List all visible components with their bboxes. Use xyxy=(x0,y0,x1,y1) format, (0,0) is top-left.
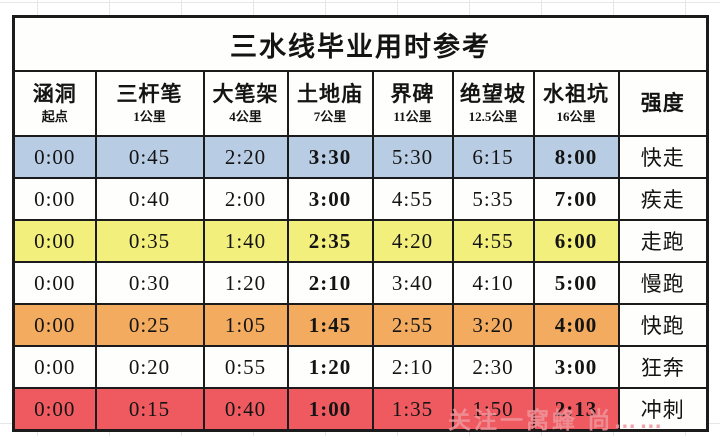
col-name: 水祖坑 xyxy=(543,82,609,106)
time-cell: 0:40 xyxy=(202,387,289,432)
page-title: 三水线毕业用时参考 xyxy=(12,15,709,72)
col-header-handong: 涵洞 起点 xyxy=(12,70,97,137)
col-distance: 16公里 xyxy=(556,108,596,124)
time-cell: 0:25 xyxy=(94,303,205,347)
time-cell: 0:20 xyxy=(94,345,205,389)
time-table-body: 0:00 0:45 2:20 3:30 5:30 6:15 8:00 快走 0:00 0:40 2:… xyxy=(12,135,709,432)
time-cell: 0:40 xyxy=(94,177,205,221)
col-name: 三杆笔 xyxy=(116,82,183,106)
time-cell: 0:00 xyxy=(12,303,97,347)
pace-time-table: 三水线毕业用时参考 涵洞 起点 三杆笔 1公里 大笔架 4公里 土地庙 7公里 xyxy=(12,15,709,432)
strength-cell: 疾走 xyxy=(617,177,709,221)
time-cell: 4:55 xyxy=(451,219,535,263)
time-cell: 4:00 xyxy=(532,303,620,347)
col-name: 绝望坡 xyxy=(460,82,526,106)
time-cell: 2:30 xyxy=(451,345,535,389)
time-cell: 1:20 xyxy=(286,345,374,389)
col-header-jiebei: 界碑 11公里 xyxy=(371,70,454,137)
time-cell: 5:30 xyxy=(371,135,454,179)
col-distance: 起点 xyxy=(41,108,68,124)
time-cell: 2:10 xyxy=(286,261,374,305)
col-header-tudimiao: 土地庙 7公里 xyxy=(286,70,374,137)
time-cell: 0:45 xyxy=(94,135,205,179)
col-distance: 1公里 xyxy=(133,108,166,124)
col-name: 强度 xyxy=(640,91,685,115)
time-cell: 7:00 xyxy=(532,177,620,221)
col-name: 大笔架 xyxy=(212,82,279,106)
time-cell: 3:20 xyxy=(451,303,535,347)
col-header-dabijia: 大笔架 4公里 xyxy=(202,70,289,137)
time-cell: 3:40 xyxy=(371,261,454,305)
table-row: 0:00 0:45 2:20 3:30 5:30 6:15 8:00 快走 xyxy=(12,135,709,179)
col-distance: 11公里 xyxy=(393,108,432,124)
time-cell: 1:45 xyxy=(286,303,374,347)
col-header-shuizukeng: 水祖坑 16公里 xyxy=(532,70,620,137)
strength-cell: 狂奔 xyxy=(617,345,709,389)
time-cell: 2:35 xyxy=(286,219,374,263)
col-distance: 4公里 xyxy=(229,108,262,124)
col-name: 涵洞 xyxy=(32,82,77,106)
table-row: 0:00 0:25 1:05 1:45 2:55 3:20 4:00 快跑 xyxy=(12,303,709,347)
time-cell: 1:05 xyxy=(202,303,289,347)
time-cell: 1:00 xyxy=(286,387,374,432)
time-table: 三水线毕业用时参考 涵洞 起点 三杆笔 1公里 大笔架 4公里 土地庙 7公里 xyxy=(12,15,709,432)
time-cell: 0:35 xyxy=(94,219,205,263)
time-cell: 0:00 xyxy=(12,387,97,432)
time-cell: 4:10 xyxy=(451,261,535,305)
time-cell: 3:00 xyxy=(286,177,374,221)
time-cell: 6:15 xyxy=(451,135,535,179)
time-cell: 1:40 xyxy=(202,219,289,263)
time-cell: 2:00 xyxy=(202,177,289,221)
col-distance: 12.5公里 xyxy=(468,108,518,124)
time-cell: 3:30 xyxy=(286,135,374,179)
time-cell: 0:30 xyxy=(94,261,205,305)
time-cell: 0:00 xyxy=(12,219,97,263)
table-row: 0:00 0:20 0:55 1:20 2:10 2:30 3:00 狂奔 xyxy=(12,345,709,389)
strength-cell: 走跑 xyxy=(617,219,709,263)
table-header-row: 涵洞 起点 三杆笔 1公里 大笔架 4公里 土地庙 7公里 界碑 11公里 xyxy=(12,70,709,137)
time-cell: 0:00 xyxy=(12,177,97,221)
time-cell: 0:00 xyxy=(12,135,97,179)
time-cell: 4:20 xyxy=(371,219,454,263)
col-header-juewangpo: 绝望坡 12.5公里 xyxy=(451,70,535,137)
col-header-qiangdu: 强度 xyxy=(617,70,709,137)
col-name: 土地庙 xyxy=(297,82,363,106)
time-cell: 8:00 xyxy=(532,135,620,179)
table-row: 0:00 0:40 2:00 3:00 4:55 5:35 7:00 疾走 xyxy=(12,177,709,221)
time-cell: 0:00 xyxy=(12,345,97,389)
strength-cell: 快走 xyxy=(617,135,709,179)
strength-cell: 冲刺 xyxy=(617,387,709,432)
time-cell: 2:20 xyxy=(202,135,289,179)
time-cell: 2:10 xyxy=(371,345,454,389)
time-cell: 1:35 xyxy=(371,387,454,432)
col-distance: 7公里 xyxy=(313,108,347,124)
table-row: 0:00 0:15 0:40 1:00 1:35 1:50 2:13 冲刺 xyxy=(12,387,709,432)
table-row: 0:00 0:30 1:20 2:10 3:40 4:10 5:00 慢跑 xyxy=(12,261,709,305)
time-cell: 0:55 xyxy=(202,345,289,389)
time-cell: 3:00 xyxy=(532,345,620,389)
time-cell: 0:00 xyxy=(12,261,97,305)
table-title-row: 三水线毕业用时参考 xyxy=(12,15,709,72)
time-cell: 6:00 xyxy=(532,219,620,263)
col-header-sanganbi: 三杆笔 1公里 xyxy=(94,70,205,137)
time-cell: 1:20 xyxy=(202,261,289,305)
time-cell: 1:50 xyxy=(451,387,535,432)
time-cell: 2:55 xyxy=(371,303,454,347)
table-row: 0:00 0:35 1:40 2:35 4:20 4:55 6:00 走跑 xyxy=(12,219,709,263)
watermark: 关注一窝蜂 尚…… xyxy=(448,407,666,433)
strength-cell: 快跑 xyxy=(617,303,709,347)
time-cell: 5:35 xyxy=(451,177,535,221)
time-cell: 5:00 xyxy=(532,261,620,305)
col-name: 界碑 xyxy=(390,82,435,106)
time-cell: 2:13 xyxy=(532,387,620,432)
strength-cell: 慢跑 xyxy=(617,261,709,305)
time-cell: 0:15 xyxy=(94,387,205,432)
time-cell: 4:55 xyxy=(371,177,454,221)
